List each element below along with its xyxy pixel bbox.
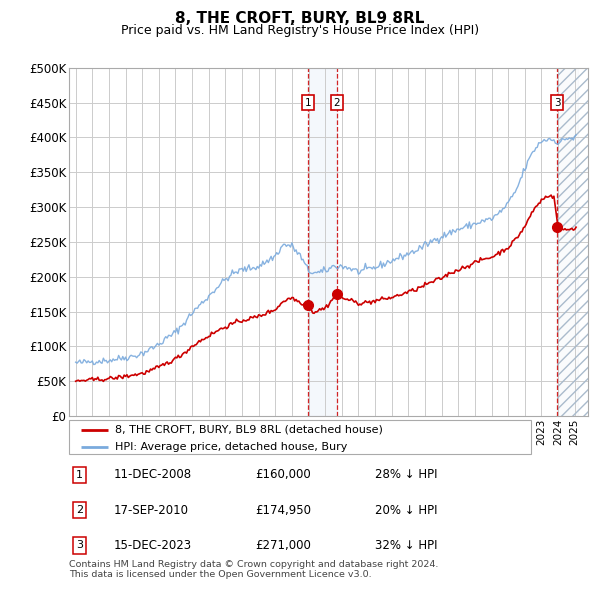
Text: 20% ↓ HPI: 20% ↓ HPI [375, 503, 437, 517]
Text: 2: 2 [334, 98, 340, 107]
Bar [557, 68, 592, 416]
Text: 3: 3 [554, 98, 560, 107]
Text: 28% ↓ HPI: 28% ↓ HPI [375, 468, 437, 481]
Text: 1: 1 [76, 470, 83, 480]
Text: 3: 3 [76, 540, 83, 550]
Text: HPI: Average price, detached house, Bury: HPI: Average price, detached house, Bury [115, 442, 347, 452]
Text: Price paid vs. HM Land Registry's House Price Index (HPI): Price paid vs. HM Land Registry's House … [121, 24, 479, 37]
Bar [557, 68, 578, 416]
Text: Contains HM Land Registry data © Crown copyright and database right 2024.
This d: Contains HM Land Registry data © Crown c… [69, 560, 439, 579]
Text: 8, THE CROFT, BURY, BL9 8RL (detached house): 8, THE CROFT, BURY, BL9 8RL (detached ho… [115, 425, 383, 435]
Text: 15-DEC-2023: 15-DEC-2023 [114, 539, 192, 552]
Text: 11-DEC-2008: 11-DEC-2008 [114, 468, 192, 481]
Text: £271,000: £271,000 [255, 539, 311, 552]
Text: £160,000: £160,000 [255, 468, 311, 481]
Text: 2: 2 [76, 505, 83, 515]
Text: 1: 1 [304, 98, 311, 107]
FancyBboxPatch shape [69, 420, 531, 454]
Text: 32% ↓ HPI: 32% ↓ HPI [375, 539, 437, 552]
Text: 8, THE CROFT, BURY, BL9 8RL: 8, THE CROFT, BURY, BL9 8RL [175, 11, 425, 25]
Text: 17-SEP-2010: 17-SEP-2010 [114, 503, 189, 517]
Bar [308, 68, 337, 416]
Text: £174,950: £174,950 [255, 503, 311, 517]
